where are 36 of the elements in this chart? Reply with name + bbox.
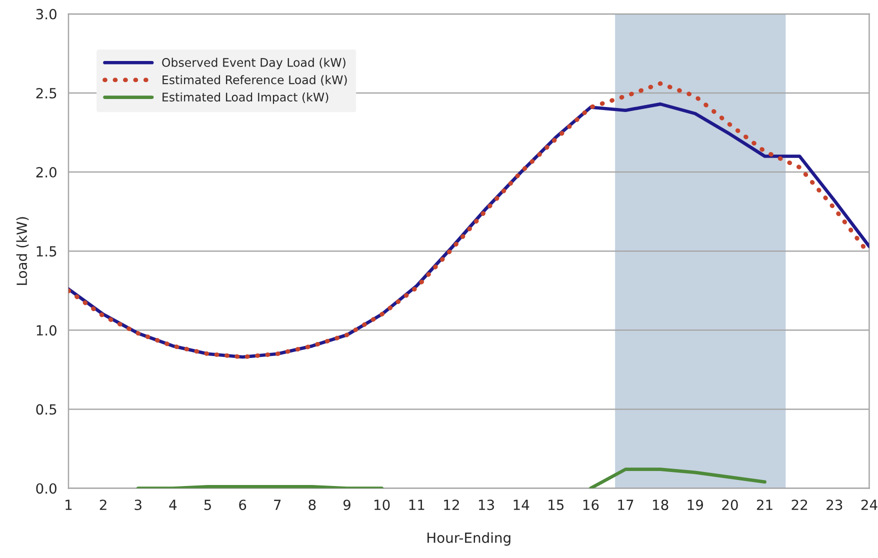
x-tick-label: 14 (514, 500, 530, 510)
x-tick-label: 13 (478, 500, 494, 510)
x-tick-label: 21 (756, 500, 772, 510)
x-tick-label: 8 (308, 500, 316, 510)
x-tick-label: 16 (583, 500, 599, 510)
x-tick-label: 5 (204, 500, 211, 510)
legend-label: Estimated Reference Load (kW) (162, 75, 347, 86)
legend-label: Observed Event Day Load (kW) (162, 58, 346, 70)
x-tick-label: 15 (548, 500, 564, 510)
x-tick-label: 7 (274, 500, 281, 510)
y-tick-label: 0.0 (36, 483, 56, 494)
x-tick-label: 12 (444, 500, 459, 510)
x-tick-label: 2 (100, 500, 106, 510)
x-tick-label: 24 (861, 500, 878, 510)
y-axis-title: Load (kW) (16, 217, 29, 285)
x-axis-title: Hour-Ending (427, 532, 510, 546)
x-tick-label: 4 (169, 500, 177, 510)
y-tick-label: 0.5 (36, 404, 56, 415)
x-tick-label: 10 (374, 500, 390, 510)
y-tick-label: 2.5 (36, 88, 56, 98)
y-tick-label: 2.0 (36, 167, 56, 178)
x-tick-label: 18 (653, 500, 668, 510)
x-tick-label: 23 (826, 500, 842, 510)
x-tick-label: 9 (343, 500, 350, 510)
x-tick-label: 22 (792, 500, 808, 510)
x-tick-label: 1 (66, 500, 72, 510)
x-tick-label: 19 (688, 500, 704, 510)
x-tick-label: 6 (239, 500, 246, 510)
x-tick-label: 17 (618, 500, 634, 510)
y-tick-label: 1.0 (36, 325, 56, 336)
x-tick-label: 11 (409, 500, 424, 510)
y-tick-label: 3.0 (36, 8, 56, 20)
legend-label: Estimated Load Impact (kW) (162, 92, 328, 104)
x-tick-label: 3 (134, 500, 142, 510)
y-tick-label: 1.5 (36, 246, 56, 257)
x-tick-label: 20 (722, 500, 738, 510)
